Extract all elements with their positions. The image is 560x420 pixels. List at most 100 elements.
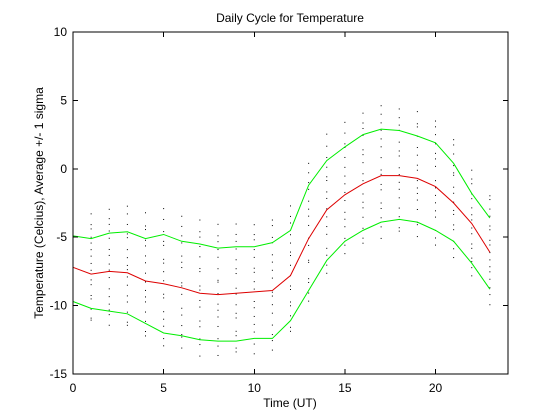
scatter-point xyxy=(362,180,364,182)
scatter-point xyxy=(489,229,491,231)
scatter-point xyxy=(271,261,273,263)
scatter-point xyxy=(380,202,382,204)
scatter-point xyxy=(398,124,400,126)
scatter-point xyxy=(344,183,346,185)
scatter-point xyxy=(235,335,237,337)
scatter-point xyxy=(362,112,364,114)
scatter-point xyxy=(90,279,92,281)
scatter-point xyxy=(435,158,436,160)
scatter-point xyxy=(380,122,382,124)
scatter-point xyxy=(163,258,165,260)
scatter-point xyxy=(145,320,146,322)
scatter-point xyxy=(126,233,128,235)
scatter-point xyxy=(145,229,146,231)
scatter-point xyxy=(181,314,183,316)
scatter-point xyxy=(253,307,255,309)
scatter-point xyxy=(217,235,219,237)
scatter-point xyxy=(271,236,273,238)
scatter-point xyxy=(253,234,255,236)
plot-area xyxy=(73,32,508,374)
scatter-point xyxy=(126,321,128,323)
scatter-point xyxy=(199,344,201,346)
scatter-point xyxy=(235,347,237,349)
scatter-point xyxy=(217,268,219,270)
scatter-point xyxy=(471,178,473,180)
scatter-point xyxy=(181,261,183,263)
scatter-point xyxy=(271,312,273,314)
x-tick-label: 10 xyxy=(248,381,262,395)
scatter-point xyxy=(308,261,310,263)
scatter-point xyxy=(290,222,291,224)
scatter-point xyxy=(181,293,183,295)
scatter-point xyxy=(308,281,310,283)
y-tick-label: 10 xyxy=(54,25,68,39)
scatter-point xyxy=(199,256,201,258)
scatter-point xyxy=(235,293,237,295)
scatter-point xyxy=(253,323,255,325)
scatter-point xyxy=(126,276,128,278)
scatter-point xyxy=(199,355,201,357)
scatter-point xyxy=(235,330,237,332)
scatter-point xyxy=(471,219,473,221)
scatter-point xyxy=(108,208,110,210)
scatter-point xyxy=(344,253,346,255)
scatter-point xyxy=(344,191,346,193)
scatter-point xyxy=(181,282,183,284)
scatter-point xyxy=(163,325,165,327)
scatter-point xyxy=(217,249,219,251)
scatter-point xyxy=(217,293,219,295)
scatter-point xyxy=(435,180,436,182)
scatter-point xyxy=(308,278,310,280)
scatter-point xyxy=(145,331,146,333)
scatter-point xyxy=(416,208,418,210)
scatter-point xyxy=(90,242,92,244)
scatter-point xyxy=(308,172,310,174)
scatter-point xyxy=(362,193,364,195)
scatter-point xyxy=(199,219,201,221)
scatter-point xyxy=(145,301,146,303)
x-tick-label: 0 xyxy=(70,381,77,395)
scatter-point xyxy=(380,113,382,115)
y-tick-label: 5 xyxy=(60,93,67,107)
scatter-point xyxy=(471,207,473,209)
scatter-point xyxy=(271,349,273,351)
scatter-point xyxy=(145,289,146,291)
scatter-point xyxy=(145,225,146,227)
scatter-point xyxy=(163,293,165,295)
scatter-point xyxy=(108,237,110,239)
scatter-point xyxy=(362,162,364,164)
scatter-point xyxy=(344,237,346,239)
scatter-point xyxy=(344,166,346,168)
scatter-point xyxy=(453,172,455,174)
scatter-point xyxy=(326,156,328,158)
scatter-point xyxy=(416,111,418,113)
scatter-point xyxy=(380,217,382,219)
scatter-point xyxy=(253,239,255,241)
scatter-point xyxy=(108,309,110,311)
scatter-point xyxy=(271,334,273,336)
y-ticks-layer: -15 -10 -5 0 5 10 xyxy=(50,25,508,381)
y-axis-label: Temperature (Celcius), Average +/- 1 sig… xyxy=(32,87,46,319)
scatter-point xyxy=(217,316,219,318)
scatter-point xyxy=(163,297,165,299)
scatter-point xyxy=(326,176,328,178)
scatter-point xyxy=(199,338,201,340)
scatter-point xyxy=(126,324,128,326)
x-axis-label: Time (UT) xyxy=(263,396,317,410)
scatter-point xyxy=(126,223,128,225)
scatter-point xyxy=(435,187,436,189)
scatter-point xyxy=(308,188,310,190)
scatter-point xyxy=(380,226,382,228)
scatter-point xyxy=(453,186,455,188)
y-tick-label: -15 xyxy=(50,367,68,381)
scatter-point xyxy=(344,211,346,213)
scatter-point xyxy=(108,230,110,232)
scatter-point xyxy=(435,120,436,122)
scatter-point xyxy=(362,127,364,129)
scatter-point xyxy=(398,216,400,218)
scatter-point xyxy=(489,239,491,241)
scatter-point xyxy=(416,126,418,128)
scatter-point xyxy=(308,292,310,294)
scatter-point xyxy=(108,269,110,271)
scatter-point xyxy=(290,305,291,307)
